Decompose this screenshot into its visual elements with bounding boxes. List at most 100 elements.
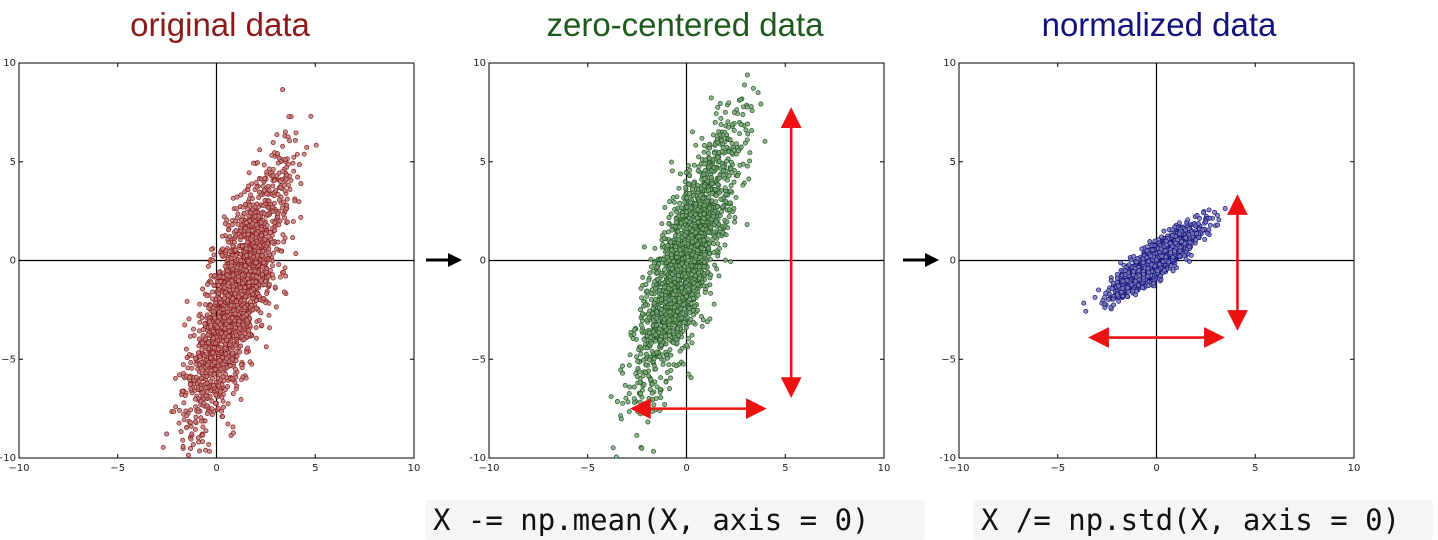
scatter-point [261, 260, 267, 266]
title-original: original data [130, 6, 310, 43]
scatter-point [203, 336, 209, 342]
scatter-point [224, 337, 229, 343]
y-tick-label: 5 [10, 157, 16, 168]
scatter-point [189, 431, 195, 437]
scatter-point [675, 326, 681, 332]
scatter-point [626, 362, 632, 368]
scatter-point [643, 351, 649, 357]
scatter-point [187, 382, 193, 388]
scatter-point [266, 198, 272, 204]
scatter-point [196, 343, 202, 349]
scatter-point [638, 285, 644, 291]
scatter-point [743, 127, 749, 133]
scatter-point [697, 201, 703, 207]
scatter-point [1206, 207, 1212, 213]
scatter-point [697, 275, 703, 281]
scatter-point [744, 222, 750, 228]
scatter-point [715, 204, 720, 210]
scatter-point [658, 375, 664, 381]
scatter-point [280, 143, 286, 149]
scatter-point [199, 340, 205, 346]
scatter-point [712, 186, 718, 192]
scatter-point [277, 274, 283, 280]
x-tick-label: 5 [782, 463, 788, 474]
scatter-point [271, 250, 276, 256]
scatter-point [708, 290, 714, 296]
scatter-point [203, 302, 208, 308]
scatter-point [1124, 294, 1130, 299]
scatter-point [669, 266, 675, 272]
scatter-point [220, 414, 226, 419]
scatter-point [205, 340, 211, 346]
scatter-point [687, 297, 693, 302]
scatter-point [731, 110, 737, 115]
scatter-point [720, 172, 726, 178]
scatter-point [634, 432, 640, 438]
scatter-point [680, 213, 686, 218]
scatter-point [712, 150, 717, 156]
scatter-point [229, 278, 235, 284]
scatter-point [733, 194, 739, 200]
scatter-point [666, 337, 672, 343]
scatter-point [686, 267, 692, 273]
scatter-point [244, 317, 250, 323]
scatter-point [217, 296, 222, 302]
scatter-point [238, 343, 244, 349]
scatter-point [207, 448, 212, 454]
scatter-point [671, 304, 677, 310]
scatter-point [627, 384, 633, 390]
scatter-point [254, 290, 260, 296]
scatter-point [229, 222, 235, 228]
scatter-point [718, 115, 724, 121]
scatter-point [226, 318, 232, 324]
x-tick-label: 0 [1153, 463, 1159, 474]
scatter-point [180, 388, 186, 394]
scatter-point [200, 286, 206, 292]
scatter-point [716, 273, 722, 279]
scatter-point [253, 260, 259, 266]
scatter-point [729, 122, 735, 128]
scatter-point [217, 279, 223, 285]
scatter-point [161, 477, 165, 480]
scatter-point [234, 206, 240, 212]
scatter-point [738, 122, 744, 127]
scatter-point [209, 412, 215, 418]
scatter-point [270, 204, 276, 210]
scatter-point [640, 274, 646, 280]
scatter-point [717, 226, 723, 232]
scatter-point [687, 306, 692, 312]
scatter-point [681, 302, 686, 308]
scatter-point [270, 140, 276, 146]
scatter-point [205, 332, 211, 338]
scatter-point [683, 273, 689, 279]
scatter-point [191, 333, 197, 338]
scatter-point [666, 221, 672, 227]
scatter-point [262, 211, 267, 217]
scatter-point [683, 293, 689, 299]
scatter-point [240, 280, 246, 286]
scatter-point [693, 230, 699, 235]
scatter-point [224, 305, 230, 311]
scatter-point [687, 199, 693, 205]
scatter-point [691, 296, 697, 301]
scatter-point [234, 353, 240, 359]
scatter-point [234, 265, 240, 271]
scatter-point [658, 395, 664, 401]
scatter-point [696, 233, 702, 239]
scatter-point [749, 108, 755, 114]
y-tick-label: −5 [941, 354, 956, 365]
scatter-point [711, 301, 717, 307]
scatter-point [256, 249, 262, 254]
scatter-point [689, 332, 695, 338]
scatter-point [237, 285, 243, 291]
scatter-point [200, 432, 206, 438]
scatter-point [667, 347, 673, 353]
scatter-point [669, 159, 674, 165]
scatter-point [280, 168, 286, 174]
scatter-point [233, 247, 238, 253]
scatter-point [671, 199, 677, 205]
scatter-point [204, 411, 210, 417]
scatter-point [693, 273, 698, 279]
scatter-point [702, 259, 707, 265]
